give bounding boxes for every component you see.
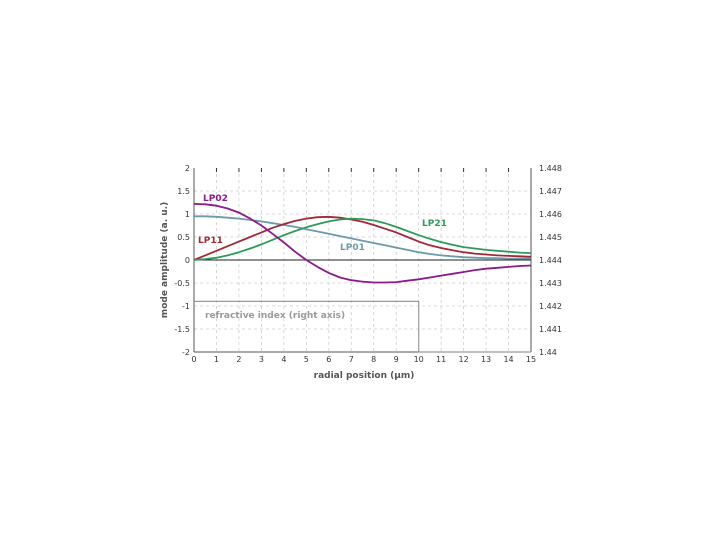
series-label-refractive-index: refractive index (right axis) xyxy=(205,311,345,321)
series-label-lp02: LP02 xyxy=(203,194,228,204)
x-tick-label: 2 xyxy=(236,355,241,364)
tick-labels: 0 1 2 3 4 5 6 7 8 9 10 11 12 13 14 1521.510.50-0.5-1-1.… xyxy=(174,164,562,364)
x-tick-label: 15 xyxy=(526,355,536,364)
x-tick-label: 10 xyxy=(414,355,424,364)
axes xyxy=(193,168,532,353)
series-label-lp11: LP11 xyxy=(198,236,223,246)
x-tick-label: 5 xyxy=(304,355,309,364)
y2-tick-label: 1.441 xyxy=(539,325,562,334)
y-tick-label: -1 xyxy=(182,302,190,311)
y2-tick-label: 1.446 xyxy=(539,210,562,219)
series-label-lp01: LP01 xyxy=(340,243,365,253)
x-tick-label: 4 xyxy=(281,355,286,364)
y2-tick-label: 1.442 xyxy=(539,302,562,311)
x-axis-title: radial position (µm) xyxy=(314,371,415,381)
x-tick-label: 8 xyxy=(371,355,376,364)
series-line-refractive xyxy=(194,300,531,353)
y-tick-label: -2 xyxy=(182,348,190,357)
y2-tick-label: 1.443 xyxy=(539,279,562,288)
y-tick-label: 2 xyxy=(185,164,190,173)
series-line-lp02 xyxy=(193,203,532,284)
x-tick-label: 14 xyxy=(503,355,513,364)
y-tick-label: 0.5 xyxy=(177,233,190,242)
x-tick-label: 3 xyxy=(259,355,264,364)
x-tick-label: 12 xyxy=(459,355,469,364)
y-tick-label: -0.5 xyxy=(174,279,190,288)
x-tick-label: 11 xyxy=(436,355,446,364)
series-line-lp21 xyxy=(193,217,532,261)
y-tick-label: 1.5 xyxy=(177,187,190,196)
y2-tick-label: 1.445 xyxy=(539,233,562,242)
x-tick-label: 7 xyxy=(349,355,354,364)
series-labels: LP02 LP11 LP21 LP01 refractive index (ri… xyxy=(198,194,447,321)
x-tick-label: 0 xyxy=(191,355,196,364)
y-tick-label: 1 xyxy=(185,210,190,219)
y2-tick-label: 1.444 xyxy=(539,256,562,265)
y2-tick-label: 1.44 xyxy=(539,348,557,357)
y2-tick-label: 1.447 xyxy=(539,187,562,196)
y-tick-label: 0 xyxy=(185,256,190,265)
series-line-lp11 xyxy=(193,215,532,261)
series-label-lp21: LP21 xyxy=(422,219,447,229)
x-tick-label: 9 xyxy=(394,355,399,364)
x-tick-label: 13 xyxy=(481,355,491,364)
x-tick-label: 1 xyxy=(214,355,219,364)
x-tick-label: 6 xyxy=(326,355,331,364)
series-lines xyxy=(193,203,532,353)
y-axis-title: mode amplitude (a. u.) xyxy=(160,202,170,318)
y2-tick-label: 1.448 xyxy=(539,164,562,173)
series-line-lp01 xyxy=(194,215,531,260)
y-tick-label: -1.5 xyxy=(174,325,190,334)
